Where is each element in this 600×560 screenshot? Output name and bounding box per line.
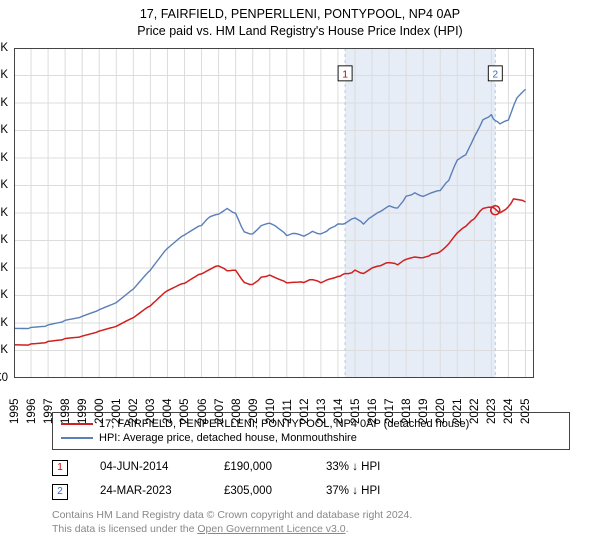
x-tick-label: 2013	[316, 398, 328, 424]
ogl-link[interactable]: Open Government Licence v3.0	[197, 523, 345, 535]
legend-label: HPI: Average price, detached house, Monm…	[99, 432, 357, 444]
x-tick-label: 2025	[520, 398, 532, 424]
y-tick-label: £100K	[0, 317, 8, 329]
sale-marker: 1	[52, 460, 68, 476]
x-tick-label: 2004	[162, 398, 174, 424]
footer-attribution: Contains HM Land Registry data © Crown c…	[52, 508, 570, 536]
y-tick-label: £600K	[0, 42, 8, 54]
x-tick-label: 2012	[299, 398, 311, 424]
sale-marker: 2	[52, 484, 68, 500]
x-tick-label: 1998	[60, 398, 72, 424]
sale-date: 04-JUN-2014	[100, 461, 192, 473]
x-tick-label: 2011	[282, 399, 294, 424]
x-tick-label: 2023	[486, 398, 498, 424]
title-line-2: Price paid vs. HM Land Registry's House …	[0, 23, 600, 40]
x-tick-label: 2017	[384, 398, 396, 424]
y-tick-label: £350K	[0, 179, 8, 191]
y-tick-label: £550K	[0, 69, 8, 81]
x-tick-label: 2005	[179, 398, 191, 424]
y-tick-label: £0	[0, 372, 8, 384]
chart-area: £0£50K£100K£150K£200K£250K£300K£350K£400…	[14, 48, 586, 406]
x-tick-label: 2015	[350, 398, 362, 424]
x-tick-label: 1997	[43, 398, 55, 424]
y-tick-label: £450K	[0, 124, 8, 136]
x-tick-label: 1995	[9, 398, 21, 424]
footer-line-1: Contains HM Land Registry data © Crown c…	[52, 508, 570, 522]
y-tick-label: £250K	[0, 234, 8, 246]
sale-row: 2 24-MAR-2023 £305,000 37% ↓ HPI	[52, 480, 570, 504]
x-tick-label: 1999	[77, 398, 89, 424]
x-tick-label: 2006	[197, 398, 209, 424]
svg-text:1: 1	[342, 69, 348, 80]
x-tick-label: 2009	[248, 398, 260, 424]
x-tick-label: 2019	[418, 398, 430, 424]
legend-item: HPI: Average price, detached house, Monm…	[61, 431, 561, 445]
chart-title: 17, FAIRFIELD, PENPERLLENI, PONTYPOOL, N…	[0, 0, 600, 40]
x-tick-label: 2008	[231, 398, 243, 424]
x-tick-label: 2024	[503, 398, 515, 424]
y-tick-label: £50K	[0, 344, 8, 356]
x-tick-label: 2021	[452, 398, 464, 424]
sale-price: £190,000	[224, 461, 294, 473]
x-tick-label: 2010	[265, 398, 277, 424]
x-tick-label: 2001	[111, 398, 123, 424]
y-tick-label: £400K	[0, 152, 8, 164]
sale-row: 1 04-JUN-2014 £190,000 33% ↓ HPI	[52, 456, 570, 480]
sale-date: 24-MAR-2023	[100, 485, 192, 497]
x-tick-label: 2018	[401, 398, 413, 424]
x-axis-labels: 1995199619971998199920002001200220032004…	[14, 378, 586, 406]
x-tick-label: 2002	[128, 398, 140, 424]
x-tick-label: 2000	[94, 398, 106, 424]
sales-table: 1 04-JUN-2014 £190,000 33% ↓ HPI 2 24-MAR-202…	[52, 456, 570, 504]
sale-price: £305,000	[224, 485, 294, 497]
title-line-1: 17, FAIRFIELD, PENPERLLENI, PONTYPOOL, N…	[0, 6, 600, 23]
x-tick-label: 2022	[469, 398, 481, 424]
x-tick-label: 2007	[214, 398, 226, 424]
x-tick-label: 2003	[145, 398, 157, 424]
x-tick-label: 1996	[26, 398, 38, 424]
x-tick-label: 2016	[367, 398, 379, 424]
footer-line-2: This data is licensed under the Open Gov…	[52, 522, 570, 536]
x-tick-label: 2014	[333, 398, 345, 424]
price-chart: 12	[14, 48, 534, 378]
y-tick-label: £300K	[0, 207, 8, 219]
y-tick-label: £500K	[0, 97, 8, 109]
y-tick-label: £150K	[0, 289, 8, 301]
legend-swatch	[61, 437, 93, 439]
svg-text:2: 2	[493, 69, 499, 80]
sale-hpi-delta: 33% ↓ HPI	[326, 461, 380, 473]
sale-hpi-delta: 37% ↓ HPI	[326, 485, 380, 497]
x-tick-label: 2020	[435, 398, 447, 424]
y-tick-label: £200K	[0, 262, 8, 274]
